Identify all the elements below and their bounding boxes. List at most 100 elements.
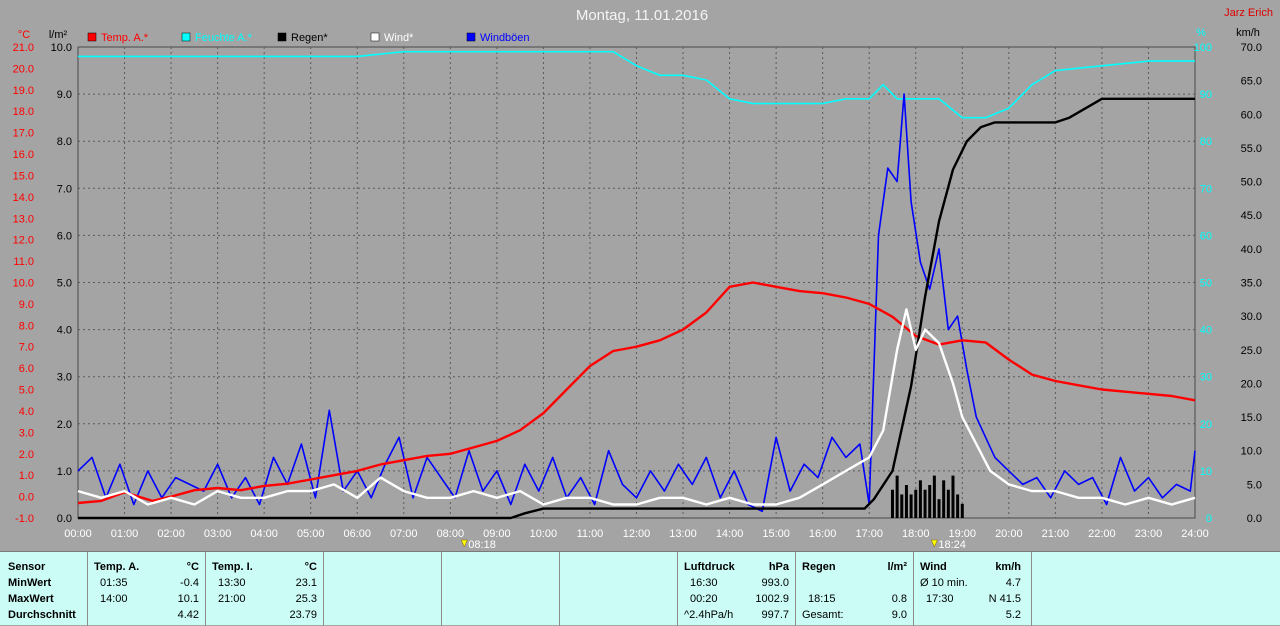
statistics-panel: Sensor MinWert MaxWert Durchschnitt Temp… <box>0 551 1280 626</box>
marker-label: 18:24 <box>938 539 966 551</box>
temp-tick-label: 8.0 <box>19 320 34 332</box>
rain-bar <box>900 494 904 518</box>
temp-a-max-value: 10.1 <box>177 593 199 605</box>
wind-tick-label: 70.0 <box>1241 42 1262 54</box>
marker-icon <box>930 539 938 548</box>
regen-max-value: 0.8 <box>891 593 907 605</box>
temp-tick-label: 12.0 <box>13 235 34 247</box>
wind-tick-label: 15.0 <box>1241 412 1262 424</box>
x-tick-label: 05:00 <box>297 528 325 540</box>
luftdruck-column: Luftdruck hPa 16:30 993.0 00:20 1002.9 ^… <box>678 552 796 626</box>
rain-tick-label: 5.0 <box>57 278 72 290</box>
humidity-tick-label: 0 <box>1206 513 1212 525</box>
rain-bar <box>890 489 894 518</box>
x-tick-label: 16:00 <box>809 528 837 540</box>
temp-a-unit: °C <box>186 561 199 573</box>
regen-total-value: 9.0 <box>891 609 907 621</box>
humidity-tick-label: 80 <box>1200 136 1212 148</box>
wind-unit-label: km/h <box>1236 27 1260 39</box>
luftdruck-min-time: 16:30 <box>690 577 718 589</box>
chart-title: Montag, 11.01.2016 <box>576 7 708 24</box>
x-tick-label: 04:00 <box>250 528 278 540</box>
temp-i-max-time: 21:00 <box>218 593 246 605</box>
series-lines <box>77 50 1196 520</box>
regen-column: Regen l/m² 18:15 0.8 Gesamt: 9.0 <box>796 552 914 626</box>
temp-a-column: Temp. A. °C 01:35 -0.4 14:00 10.1 4.42 <box>88 552 206 626</box>
empty-column-3 <box>560 552 678 626</box>
x-tick-label: 20:00 <box>995 528 1023 540</box>
legend-swatch <box>181 32 191 42</box>
wind-avg10-label: Ø 10 min. <box>920 577 968 589</box>
temp-i-column: Temp. I. °C 13:30 23.1 21:00 25.3 23.79 <box>206 552 324 626</box>
legend-label: Regen* <box>291 32 328 44</box>
wind-max-value: N 41.5 <box>988 593 1021 605</box>
series-line-wind <box>77 308 1196 506</box>
temp-i-min-value: 23.1 <box>295 577 317 589</box>
wind-tick-label: 65.0 <box>1241 76 1262 88</box>
legend-label: Wind* <box>384 32 414 44</box>
author-label: Jarz Erich <box>1224 7 1273 19</box>
x-tick-label: 13:00 <box>669 528 697 540</box>
temp-a-header: Temp. A. <box>94 561 140 573</box>
legend-swatch <box>466 32 476 42</box>
wind-header: Wind <box>920 561 947 573</box>
rain-bar <box>928 485 932 518</box>
x-tick-label: 10:00 <box>530 528 558 540</box>
x-tick-label: 12:00 <box>623 528 651 540</box>
temp-tick-label: 21.0 <box>13 42 34 54</box>
luftdruck-max-time: 00:20 <box>690 593 718 605</box>
wind-tick-label: 50.0 <box>1241 177 1262 189</box>
rain-bar <box>909 494 913 518</box>
temp-a-min-time: 01:35 <box>100 577 128 589</box>
rain-bar <box>932 475 936 518</box>
rain-tick-label: 9.0 <box>57 89 72 101</box>
x-tick-label: 17:00 <box>855 528 883 540</box>
wind-tick-label: 5.0 <box>1247 479 1262 491</box>
x-tick-label: 22:00 <box>1088 528 1116 540</box>
regen-max-time: 18:15 <box>808 593 836 605</box>
legend-swatch <box>87 32 97 42</box>
temp-a-min-value: -0.4 <box>180 577 199 589</box>
temp-tick-label: 13.0 <box>13 213 34 225</box>
wind-tick-label: 20.0 <box>1241 378 1262 390</box>
row-label-avg: Durchschnitt <box>8 609 76 621</box>
wind-tick-label: 55.0 <box>1241 143 1262 155</box>
rain-bar <box>895 475 899 518</box>
x-tick-label: 07:00 <box>390 528 418 540</box>
humidity-tick-label: 100 <box>1194 42 1212 54</box>
rain-tick-label: 8.0 <box>57 136 72 148</box>
legend-label: Temp. A.* <box>101 32 149 44</box>
axes: 00:00 01:00 02:00 03:00 04:00 05:00 06:00 07:00… <box>13 42 1262 540</box>
rain-tick-label: 2.0 <box>57 419 72 431</box>
temp-i-min-time: 13:30 <box>218 577 246 589</box>
temp-tick-label: 4.0 <box>19 406 34 418</box>
temp-tick-label: 19.0 <box>13 85 34 97</box>
temp-a-avg-value: 4.42 <box>177 609 199 621</box>
rain-bar <box>937 499 941 518</box>
series-line-windb-en <box>77 93 1196 513</box>
sensor-column: Sensor MinWert MaxWert Durchschnitt <box>0 552 88 626</box>
series-line-regen <box>78 97 1195 520</box>
temp-i-unit: °C <box>304 561 317 573</box>
rain-tick-label: 0.0 <box>57 513 72 525</box>
legend-label: Feuchte A.* <box>195 32 253 44</box>
x-tick-label: 03:00 <box>204 528 232 540</box>
x-tick-label: 11:00 <box>577 528 604 540</box>
humidity-tick-label: 60 <box>1200 230 1212 242</box>
wind-avg10-value: 4.7 <box>1005 577 1021 589</box>
humidity-tick-label: 30 <box>1200 372 1212 384</box>
luftdruck-header: Luftdruck <box>684 561 735 573</box>
humidity-tick-label: 70 <box>1200 183 1212 195</box>
wind-column: Wind km/h Ø 10 min. 4.7 17:30 N 41.5 5.2 <box>914 552 1032 626</box>
rain-bar <box>923 489 927 518</box>
luftdruck-avg-value: 997.7 <box>761 609 789 621</box>
rain-bars <box>890 475 964 518</box>
series-line-temp-a <box>77 281 1196 505</box>
wind-max-time: 17:30 <box>926 593 954 605</box>
marker-icon <box>460 539 468 548</box>
temp-i-max-value: 25.3 <box>295 593 317 605</box>
humidity-tick-label: 40 <box>1200 325 1212 337</box>
marker-label: 08:18 <box>468 539 496 551</box>
temp-i-header: Temp. I. <box>212 561 253 573</box>
temp-unit-label: °C <box>18 29 30 41</box>
